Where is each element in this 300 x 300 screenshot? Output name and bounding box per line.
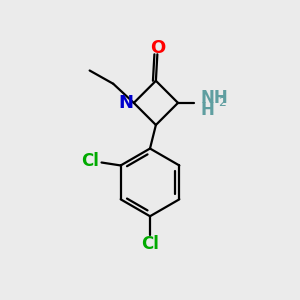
Text: N: N: [118, 94, 133, 112]
Text: H: H: [200, 101, 214, 119]
Text: Cl: Cl: [141, 235, 159, 253]
Text: Cl: Cl: [81, 152, 99, 170]
Text: O: O: [150, 39, 165, 57]
Text: 2: 2: [219, 96, 226, 110]
Text: NH: NH: [200, 88, 228, 106]
